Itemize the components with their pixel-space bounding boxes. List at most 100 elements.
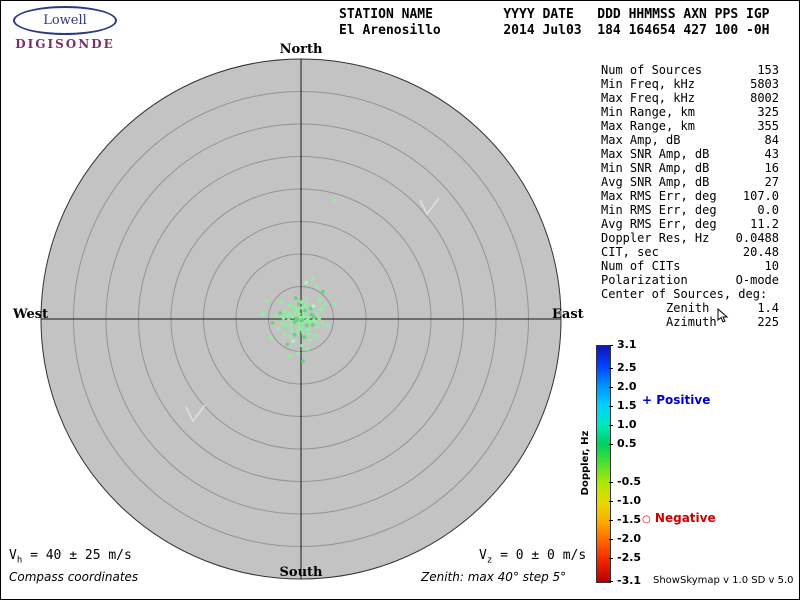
- colorbar-tick-label: 1.0: [617, 417, 637, 431]
- source-dot: [305, 327, 310, 332]
- source-dot: [304, 323, 309, 328]
- stat-label: Min Freq, kHz: [601, 77, 695, 91]
- mouse-cursor-icon: [717, 308, 729, 323]
- colorbar-tick-label: 0.5: [617, 436, 637, 450]
- stat-label: Avg SNR Amp, dB: [601, 175, 710, 189]
- stat-row: Max Amp, dB 84: [601, 133, 779, 147]
- stat-row: Max Range, km 355: [601, 119, 779, 133]
- source-dot: [269, 335, 273, 340]
- stat-row: Min Freq, kHz 5803: [601, 77, 779, 91]
- source-dot: [290, 328, 294, 332]
- source-dot: [283, 309, 288, 314]
- stat-row: Min Range, km 325: [601, 105, 779, 119]
- source-dot: [300, 343, 305, 348]
- stat-row: Min SNR Amp, dB 16: [601, 161, 779, 175]
- compass-label-east: East: [552, 307, 584, 322]
- vh-subscript: h: [16, 555, 23, 566]
- stat-value: 43: [764, 147, 779, 161]
- source-dot: [280, 321, 285, 326]
- source-dot: [285, 313, 290, 318]
- source-dot: [293, 296, 298, 301]
- source-dot: [274, 314, 279, 319]
- source-dot: [299, 321, 304, 326]
- stat-value: 225: [757, 315, 779, 329]
- stat-label: Center of Sources, deg:: [601, 287, 768, 301]
- stat-label: Azimuth: [601, 315, 717, 329]
- source-dot: [287, 303, 292, 308]
- stat-value: 153: [757, 63, 779, 77]
- source-dot: [270, 321, 275, 325]
- stat-row: Avg SNR Amp, dB 27: [601, 175, 779, 189]
- vz-value: = 0 ± 0 m/s: [492, 548, 587, 563]
- compass-label-north: North: [279, 42, 323, 57]
- stat-row: Max RMS Err, deg 107.0: [601, 189, 779, 203]
- coordinate-system-note: Compass coordinates: [9, 570, 139, 584]
- colorbar-tick: [609, 405, 613, 407]
- stat-row: Polarization O-mode: [601, 273, 779, 287]
- colorbar-tick: [609, 386, 613, 388]
- source-dot: [303, 308, 307, 313]
- horizontal-velocity-readout: Vh = 40 ± 25 m/s: [9, 548, 132, 566]
- source-dot: [304, 280, 309, 285]
- source-dot: [284, 323, 288, 328]
- source-dot: [291, 305, 296, 310]
- source-dot: [332, 198, 337, 202]
- legend-positive-label: Positive: [656, 393, 711, 407]
- source-dot: [300, 306, 305, 310]
- source-dot: [287, 354, 292, 358]
- source-dot: [310, 322, 315, 327]
- source-dot: [312, 315, 316, 319]
- source-dot: [307, 319, 312, 324]
- source-dot: [292, 332, 297, 337]
- source-dot: [312, 318, 316, 323]
- stat-label: Min RMS Err, deg: [601, 203, 717, 217]
- source-dot: [314, 284, 319, 289]
- source-dot: [302, 335, 307, 340]
- stat-label: Min Range, km: [601, 105, 695, 119]
- stat-value: 84: [764, 133, 779, 147]
- source-dot: [279, 300, 284, 304]
- source-dot: [306, 332, 311, 336]
- colorbar-tick-label: 2.0: [617, 379, 637, 393]
- stat-value: 5803: [750, 77, 779, 91]
- source-dot: [304, 296, 309, 301]
- source-dot: [264, 299, 269, 304]
- lowell-logo-text: Lowell: [43, 13, 87, 28]
- source-dot: [295, 308, 299, 312]
- stat-label: Num of Sources: [601, 63, 703, 77]
- vz-symbol: V: [479, 548, 487, 563]
- colorbar-tick: [609, 520, 613, 522]
- stat-label: Num of CITs: [601, 259, 681, 273]
- vertical-velocity-readout: Vz = 0 ± 0 m/s: [479, 548, 586, 566]
- colorbar-tick-label: -2.5: [617, 551, 642, 565]
- stat-row: Doppler Res, Hz 0.0488: [601, 231, 779, 245]
- source-dot: [308, 338, 312, 343]
- stat-row: Num of Sources 153: [601, 63, 779, 77]
- stat-row: Max SNR Amp, dB 43: [601, 147, 779, 161]
- skymap-polar-plot: [40, 58, 562, 580]
- stat-label: Polarization: [601, 273, 688, 287]
- stat-value: 0.0: [757, 203, 779, 217]
- colorbar-tick: [609, 345, 613, 346]
- source-dot: [299, 327, 303, 332]
- stat-value: 8002: [750, 91, 779, 105]
- source-dot: [302, 315, 307, 319]
- source-dot: [301, 359, 305, 364]
- colorbar-tick-labels: 3.1 2.5 2.0 1.5 1.0 0.5 -0.5 -1.0 -1.5 -2.0 -2.5 -3…: [609, 338, 653, 587]
- colorbar-gradient: [596, 345, 611, 583]
- digisonde-logo-text: DIGISONDE: [15, 37, 115, 51]
- stat-value: 10: [764, 259, 779, 273]
- stat-label: Avg RMS Err, deg: [601, 217, 717, 231]
- source-dot: [300, 317, 305, 322]
- legend-negative-label: Negative: [654, 511, 716, 525]
- lowell-logo-oval: Lowell: [13, 6, 117, 35]
- stat-label: Doppler Res, Hz: [601, 231, 710, 245]
- stat-label: Max RMS Err, deg: [601, 189, 717, 203]
- source-dot: [281, 315, 286, 320]
- stat-label: Max SNR Amp, dB: [601, 147, 710, 161]
- source-dot: [297, 302, 301, 306]
- colorbar-tick: [609, 482, 613, 484]
- source-dot: [286, 318, 291, 323]
- circle-icon: ○: [642, 514, 651, 525]
- source-dot: [285, 342, 290, 347]
